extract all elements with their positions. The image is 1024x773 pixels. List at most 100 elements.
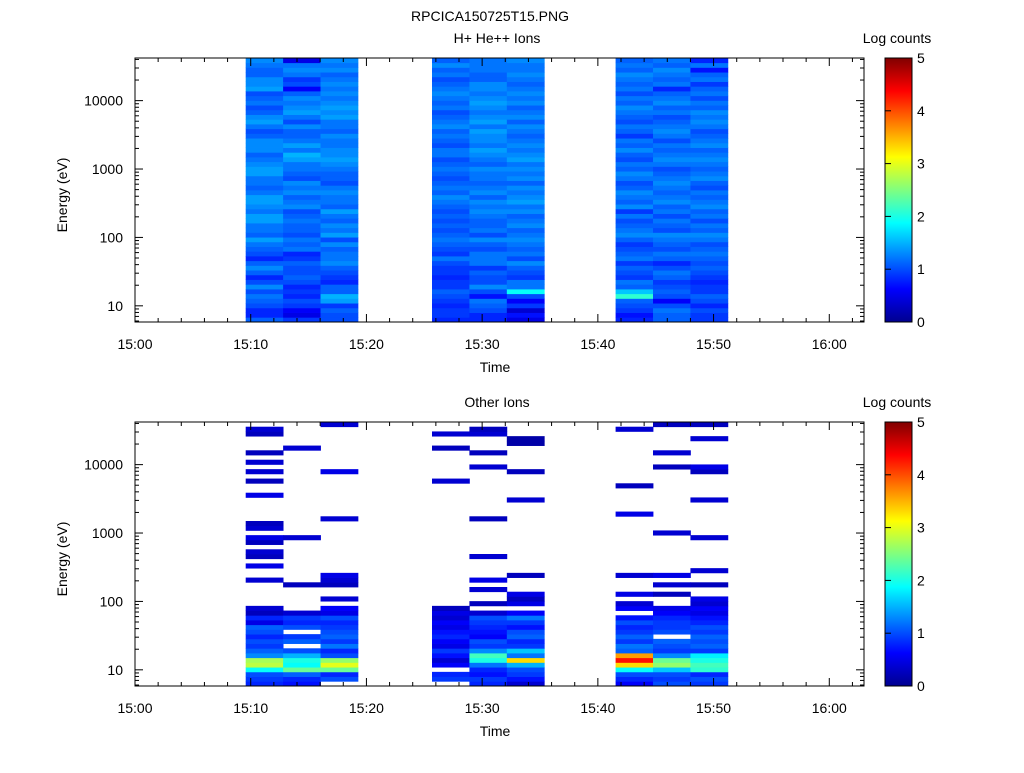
heatmap-cell <box>653 246 691 252</box>
heatmap-cell <box>320 260 359 266</box>
heatmap-cell <box>690 289 729 295</box>
heatmap-cell <box>653 128 691 134</box>
heatmap-cell <box>615 657 654 663</box>
heatmap-cell <box>690 100 729 106</box>
heatmap-cell <box>690 105 729 111</box>
heatmap-cell <box>469 180 508 186</box>
heatmap-cell <box>469 256 508 262</box>
heatmap-cell <box>690 246 729 252</box>
heatmap-cell <box>469 213 508 219</box>
heatmap-cell <box>615 648 654 654</box>
heatmap-cell <box>506 128 545 134</box>
heatmap-cell <box>432 185 470 191</box>
heatmap-cell <box>690 199 729 205</box>
heatmap-cell <box>506 284 545 290</box>
heatmap-cell <box>615 260 654 266</box>
heatmap-cell <box>245 246 284 252</box>
heatmap-cell <box>283 237 321 243</box>
heatmap-cell <box>469 554 508 560</box>
heatmap-cell <box>506 105 545 111</box>
x-tick-label: 15:20 <box>349 336 384 352</box>
heatmap-cell <box>653 653 691 659</box>
heatmap-cell <box>506 469 545 475</box>
heatmap-cell <box>506 634 545 640</box>
heatmap-cell <box>432 653 470 659</box>
heatmap-cell <box>432 128 470 134</box>
heatmap-cell <box>320 317 359 323</box>
heatmap-cell <box>245 199 284 205</box>
heatmap-cell <box>653 180 691 186</box>
x-tick-label: 15:00 <box>117 336 152 352</box>
heatmap-cell <box>653 643 691 649</box>
heatmap-cell <box>245 204 284 210</box>
heatmap-cell <box>615 624 654 630</box>
heatmap-cell <box>690 274 729 280</box>
panel-other-ions: Other Ions 15:00 15:10 15:20 15:30 15:40 15:5… <box>54 394 931 739</box>
heatmap-cell <box>506 676 545 682</box>
heatmap-cell <box>320 95 359 101</box>
heatmap-cell <box>245 81 284 87</box>
heatmap-cell <box>283 671 321 677</box>
heatmap-cell <box>506 91 545 97</box>
heatmap-cell <box>615 124 654 130</box>
heatmap-cell <box>283 109 321 115</box>
heatmap-cell <box>432 246 470 252</box>
heatmap-cell <box>283 638 321 644</box>
heatmap-cell <box>690 128 729 134</box>
heatmap-cell <box>615 270 654 276</box>
heatmap-cell <box>615 180 654 186</box>
heatmap-cell <box>245 610 284 616</box>
heatmap-cell <box>506 307 545 313</box>
heatmap-cell <box>690 95 729 101</box>
heatmap-cell <box>653 464 691 470</box>
heatmap-cell <box>320 100 359 106</box>
heatmap-cell <box>506 615 545 621</box>
heatmap-cell <box>283 152 321 158</box>
heatmap-cell <box>506 171 545 177</box>
heatmap-cell <box>245 681 284 687</box>
heatmap-cell <box>320 293 359 299</box>
heatmap-cell <box>245 478 284 484</box>
heatmap-cell <box>432 605 470 611</box>
heatmap-cell <box>320 147 359 153</box>
heatmap-cell <box>690 279 729 285</box>
heatmap-cell <box>320 629 359 635</box>
heatmap-cell <box>432 161 470 167</box>
heatmap-cell <box>283 260 321 266</box>
heatmap-cell <box>320 67 359 73</box>
heatmap-cell <box>653 265 691 271</box>
x-tick-label: 15:30 <box>465 700 500 716</box>
colorbar-tick-label: 4 <box>917 467 925 483</box>
heatmap-cell <box>653 147 691 153</box>
heatmap-cell <box>653 256 691 262</box>
heatmap-cell <box>506 208 545 214</box>
heatmap-cell <box>245 147 284 153</box>
heatmap-cell <box>690 67 729 73</box>
heatmap-cell <box>615 147 654 153</box>
heatmap-cell <box>245 142 284 148</box>
heatmap-cell <box>432 194 470 200</box>
heatmap-cell <box>283 171 321 177</box>
heatmap-cell <box>653 662 691 668</box>
x-tick-label: 16:00 <box>812 336 847 352</box>
y-tick-label: 1000 <box>92 161 123 177</box>
heatmap-cell <box>283 114 321 120</box>
heatmap-cell <box>690 114 729 120</box>
heatmap-cell <box>690 72 729 78</box>
heatmap-cell <box>283 648 321 654</box>
heatmap-cell <box>320 246 359 252</box>
heatmap-cell <box>320 279 359 285</box>
heatmap-cell <box>615 86 654 92</box>
heatmap-cell <box>283 317 321 323</box>
heatmap-cell <box>320 662 359 668</box>
heatmap-cell <box>320 62 359 68</box>
heatmap-cell <box>615 676 654 682</box>
heatmap-cell <box>615 246 654 252</box>
heatmap-cell <box>615 204 654 210</box>
heatmap-cell <box>653 119 691 125</box>
figure-title: RPCICA150725T15.PNG <box>411 8 569 24</box>
heatmap-cell <box>690 497 729 503</box>
heatmap-cell <box>283 166 321 172</box>
heatmap-cell <box>432 114 470 120</box>
heatmap-cell <box>615 279 654 285</box>
